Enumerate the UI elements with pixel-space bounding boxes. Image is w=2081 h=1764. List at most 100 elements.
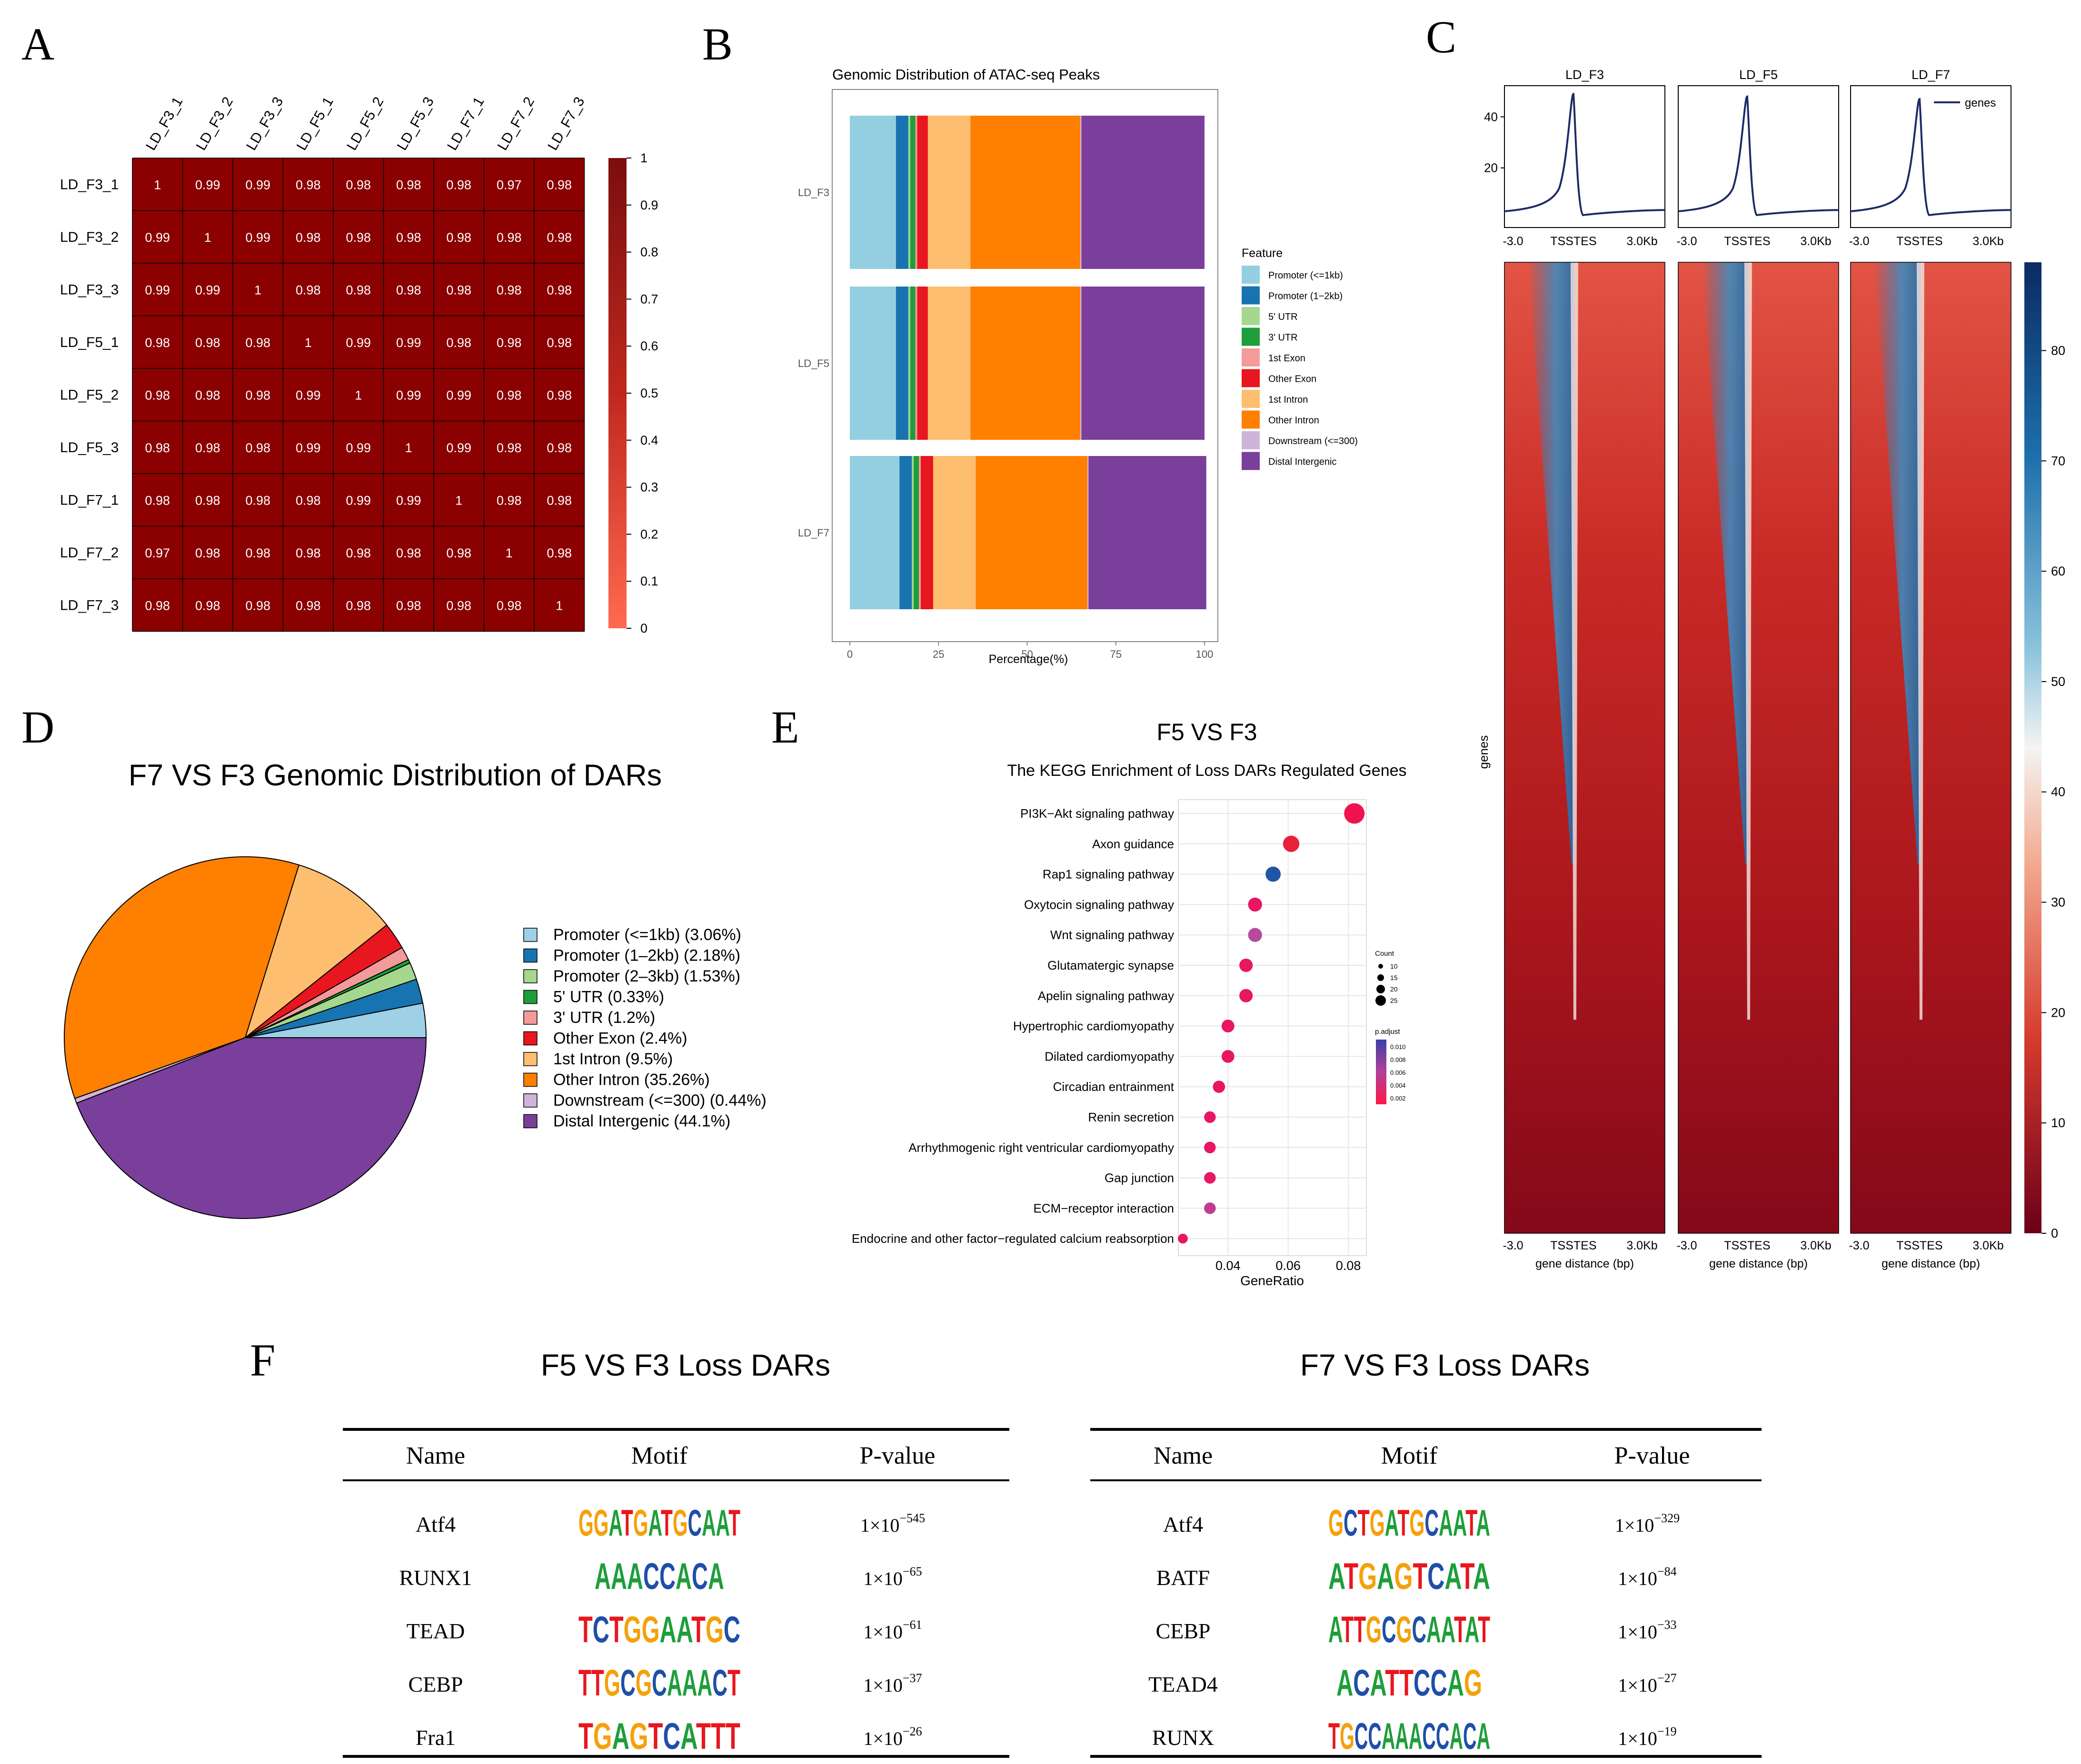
correlation-value: 0.98 (195, 493, 220, 507)
f-p-value: 1×10−37 (863, 1671, 922, 1696)
e-pathway-label: Axon guidance (1092, 837, 1174, 851)
heatmap-column-label: LD_F7_3 (545, 94, 587, 153)
stacked-bar-segment (1081, 287, 1205, 440)
panel-letter-e: E (771, 702, 799, 753)
correlation-value: 0.98 (446, 283, 471, 297)
correlation-value: 0.98 (396, 598, 421, 613)
correlation-value: 1 (506, 546, 513, 560)
c-heat-x-tick: -3.0 (1503, 1239, 1523, 1252)
e-chart-title: F5 VS F3 (1156, 719, 1257, 745)
f-motif-logo: GGATGATGCAAT (578, 1502, 740, 1544)
d-legend-swatch (523, 1093, 538, 1108)
correlation-value: 0.98 (195, 546, 220, 560)
correlation-value: 0.99 (296, 388, 321, 402)
e-count-legend-dot (1376, 985, 1385, 993)
stacked-bar-segment (850, 116, 896, 269)
b-x-tick: 0 (847, 648, 853, 660)
correlation-value: 1 (254, 283, 261, 297)
c-profile-x-tick: 3.0Kb (1626, 235, 1657, 248)
correlation-value: 0.98 (346, 283, 371, 297)
e-padjust-tick: 0.010 (1390, 1043, 1406, 1050)
correlation-value: 0.99 (396, 388, 421, 402)
c-profile-x-tick: -3.0 (1503, 235, 1523, 248)
heatmap-row-label: LD_F3_3 (60, 282, 119, 297)
correlation-color-scale (608, 158, 627, 628)
f-motif-name: BATF (1156, 1566, 1210, 1590)
f-p-value: 1×10−545 (860, 1511, 925, 1536)
e-enrichment-dot (1283, 835, 1300, 852)
d-legend-label: Other Intron (35.26%) (553, 1071, 710, 1089)
d-legend-swatch (523, 1011, 538, 1025)
b-legend-label: 5' UTR (1268, 312, 1298, 322)
e-count-legend-dot (1377, 974, 1384, 981)
e-count-legend-label: 10 (1390, 962, 1398, 970)
f-p-value: 1×10−61 (863, 1618, 922, 1643)
f-motif-name: TEAD4 (1148, 1672, 1218, 1696)
e-padjust-tick: 0.006 (1390, 1069, 1406, 1076)
c-panel-title: LD_F3 (1565, 68, 1604, 82)
heatmap-column-label: LD_F5_1 (294, 94, 337, 153)
correlation-value: 0.98 (245, 546, 270, 560)
c-colorbar-tick: 70 (2051, 454, 2065, 468)
c-heat-x-tick: TSSTES (1550, 1239, 1596, 1252)
correlation-value: 0.98 (497, 336, 522, 350)
c-profile-x-tick: TSSTES (1896, 235, 1942, 248)
b-legend-label: Other Exon (1268, 374, 1316, 385)
stacked-bar-segment (1088, 456, 1206, 609)
color-scale-tick: 0 (640, 621, 647, 635)
e-count-legend-dot (1375, 995, 1386, 1006)
d-legend-swatch (523, 969, 538, 983)
correlation-value: 0.98 (296, 546, 321, 560)
panel-letter-a: A (21, 19, 54, 69)
stacked-bar-segment (850, 456, 900, 609)
heatmap-row-label: LD_F3_2 (60, 229, 119, 245)
panel-letter-d: D (21, 702, 54, 753)
correlation-value: 0.98 (145, 388, 170, 402)
c-x-axis-label: gene distance (bp) (1709, 1257, 1808, 1270)
heatmap-row-label: LD_F5_1 (60, 335, 119, 350)
heatmap-row-label: LD_F3_1 (60, 177, 119, 192)
color-scale-tick: 0.4 (640, 433, 658, 447)
color-scale-tick: 1 (640, 151, 647, 165)
c-heat-x-tick: 3.0Kb (1972, 1239, 2003, 1252)
d-legend-label: 5' UTR (0.33%) (553, 988, 664, 1006)
b-legend-label: 3' UTR (1268, 333, 1298, 343)
c-profile-x-tick: -3.0 (1849, 235, 1869, 248)
c-heat-x-tick: -3.0 (1849, 1239, 1869, 1252)
kegg-dot-plot: F5 VS F3 The KEGG Enrichment of Loss DAR… (852, 719, 1407, 1288)
e-padjust-legend-title: p.adjust (1375, 1028, 1400, 1036)
stacked-bar-segment (914, 456, 919, 609)
f-motif-logo: TTGCGCAAACT (578, 1662, 740, 1704)
correlation-value: 0.98 (497, 283, 522, 297)
correlation-value: 0.98 (245, 493, 270, 507)
b-legend-label: 1st Intron (1268, 395, 1308, 405)
e-enrichment-dot (1178, 1233, 1188, 1244)
stacked-bar-segment (1080, 116, 1082, 269)
c-profile-x-tick: TSSTES (1724, 235, 1770, 248)
e-pathway-label: Glutamatergic synapse (1047, 958, 1174, 972)
b-category-label: LD_F3 (798, 187, 829, 198)
correlation-value: 0.98 (145, 598, 170, 613)
correlation-value: 0.99 (145, 283, 170, 297)
f-motif-logo: GCTGATGCAATA (1328, 1502, 1490, 1544)
c-colorbar-tick: 80 (2051, 343, 2065, 357)
c-profile-y-tick: 40 (1484, 109, 1498, 124)
c-profile-x-tick: 3.0Kb (1800, 235, 1831, 248)
e-pathway-label: Dilated cardiomyopathy (1045, 1049, 1174, 1063)
heatmap-column-label: LD_F3_3 (243, 94, 286, 153)
f-table-title: F7 VS F3 Loss DARs (1300, 1348, 1590, 1382)
c-heat-x-tick: TSSTES (1896, 1239, 1942, 1252)
correlation-value: 0.99 (195, 283, 220, 297)
b-legend-label: Downstream (<=300) (1268, 436, 1358, 446)
correlation-value: 0.98 (195, 336, 220, 350)
f-motif-logo: AAACCACA (595, 1555, 724, 1597)
motif-tables: F5 VS F3 Loss DARs Name Motif P-value Atf4 GG… (343, 1348, 1762, 1758)
f-table-header: P-value (860, 1442, 936, 1469)
f-motif-name: TEAD (407, 1619, 465, 1643)
f-motif-name: CEBP (1155, 1619, 1210, 1643)
correlation-value: 0.98 (547, 493, 572, 507)
correlation-value: 0.98 (346, 230, 371, 245)
correlation-value: 0.98 (497, 230, 522, 245)
correlation-value: 1 (154, 178, 161, 192)
f-motif-logo: ATGAGTCATA (1328, 1555, 1490, 1597)
